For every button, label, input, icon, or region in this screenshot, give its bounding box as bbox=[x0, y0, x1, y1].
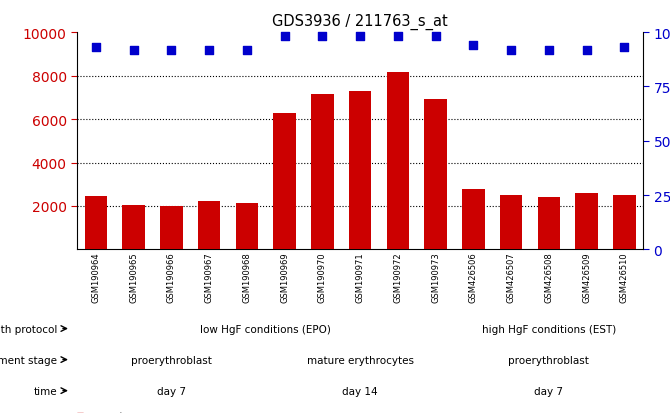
Text: GSM190971: GSM190971 bbox=[356, 252, 364, 302]
Text: GSM426507: GSM426507 bbox=[507, 252, 516, 302]
Point bbox=[166, 47, 177, 54]
Text: GSM190969: GSM190969 bbox=[280, 252, 289, 302]
Text: GSM190966: GSM190966 bbox=[167, 252, 176, 302]
Text: proerythroblast: proerythroblast bbox=[131, 355, 212, 365]
Bar bbox=[123, 205, 145, 250]
Point bbox=[430, 34, 441, 41]
Text: day 7: day 7 bbox=[157, 386, 186, 396]
Text: proerythroblast: proerythroblast bbox=[509, 355, 590, 365]
Bar bbox=[537, 198, 560, 250]
Text: time: time bbox=[34, 386, 57, 396]
Text: GSM190972: GSM190972 bbox=[393, 252, 403, 302]
Bar bbox=[387, 73, 409, 250]
Title: GDS3936 / 211763_s_at: GDS3936 / 211763_s_at bbox=[272, 14, 448, 30]
Text: GSM190964: GSM190964 bbox=[91, 252, 100, 302]
Point bbox=[619, 45, 630, 52]
Point bbox=[204, 47, 214, 54]
Text: GSM190965: GSM190965 bbox=[129, 252, 138, 302]
Bar bbox=[500, 196, 523, 250]
Text: low HgF conditions (EPO): low HgF conditions (EPO) bbox=[200, 324, 331, 334]
Bar bbox=[424, 100, 447, 250]
Text: mature erythrocytes: mature erythrocytes bbox=[307, 355, 413, 365]
Text: GSM426508: GSM426508 bbox=[544, 252, 553, 302]
Bar bbox=[236, 203, 258, 250]
Text: GSM190967: GSM190967 bbox=[204, 252, 214, 302]
Bar bbox=[349, 92, 371, 250]
Bar bbox=[84, 197, 107, 250]
Bar bbox=[311, 95, 334, 250]
Text: growth protocol: growth protocol bbox=[0, 324, 57, 334]
Point bbox=[581, 47, 592, 54]
Point bbox=[355, 34, 366, 41]
Point bbox=[241, 47, 252, 54]
Bar bbox=[613, 196, 636, 250]
Bar bbox=[462, 189, 484, 250]
Text: development stage: development stage bbox=[0, 355, 57, 365]
Point bbox=[279, 34, 290, 41]
Text: GSM426510: GSM426510 bbox=[620, 252, 629, 302]
Text: high HgF conditions (EST): high HgF conditions (EST) bbox=[482, 324, 616, 334]
Point bbox=[543, 47, 554, 54]
Text: day 7: day 7 bbox=[535, 386, 563, 396]
Bar bbox=[198, 201, 220, 250]
Point bbox=[506, 47, 517, 54]
Text: GSM426509: GSM426509 bbox=[582, 252, 591, 302]
Text: GSM190973: GSM190973 bbox=[431, 252, 440, 302]
Bar bbox=[160, 206, 183, 250]
Point bbox=[468, 43, 478, 50]
Point bbox=[90, 45, 101, 52]
Text: day 14: day 14 bbox=[342, 386, 378, 396]
Text: GSM190968: GSM190968 bbox=[243, 252, 251, 302]
Bar bbox=[576, 193, 598, 250]
Text: count: count bbox=[94, 411, 123, 413]
Point bbox=[128, 47, 139, 54]
Text: GSM190970: GSM190970 bbox=[318, 252, 327, 302]
Point bbox=[317, 34, 328, 41]
Bar bbox=[273, 113, 296, 250]
Point bbox=[393, 34, 403, 41]
Text: GSM426506: GSM426506 bbox=[469, 252, 478, 302]
